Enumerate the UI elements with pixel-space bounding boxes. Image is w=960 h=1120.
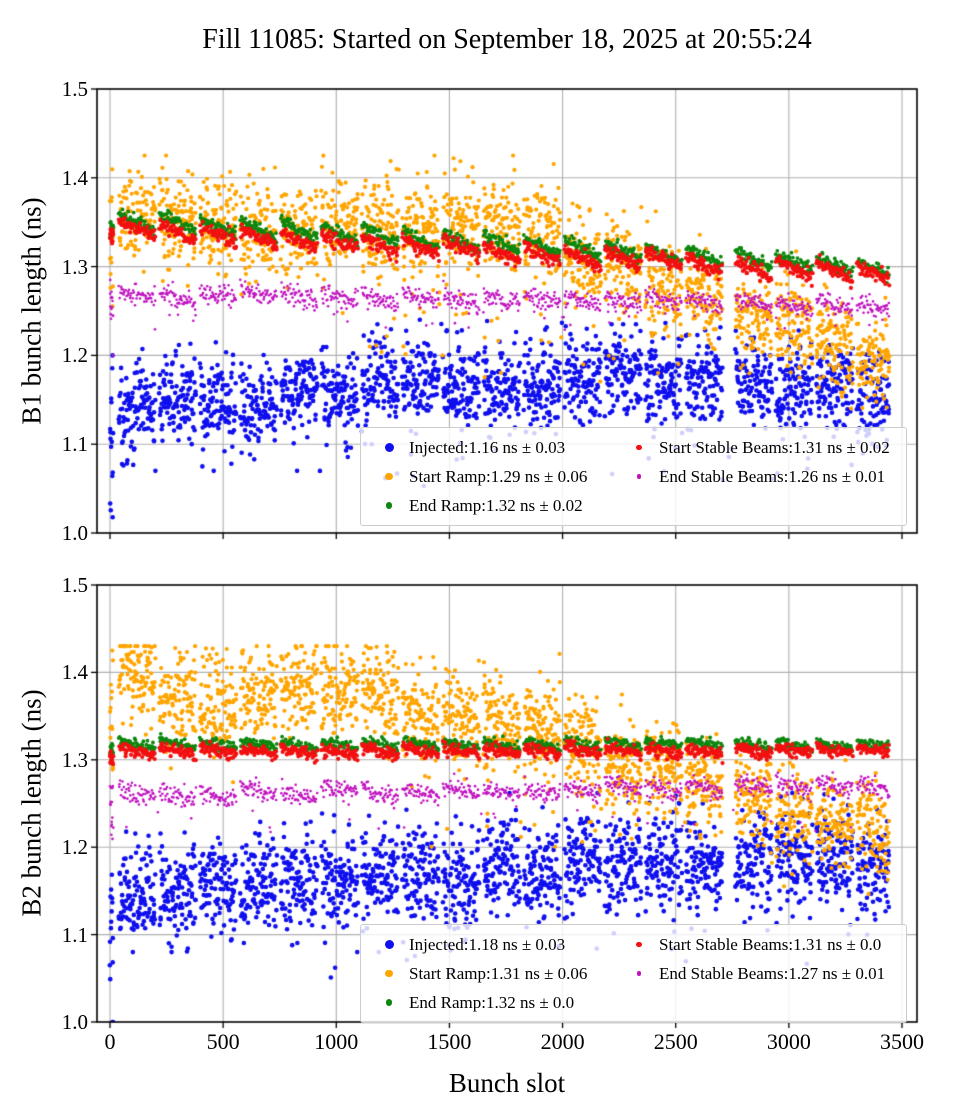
scatter-dot-icon bbox=[636, 941, 642, 948]
legend-label: Start Ramp:1.31 ns ± 0.06 bbox=[409, 963, 588, 983]
y-axis-label-b1: B1 bunch length (ns) bbox=[16, 197, 47, 425]
x-tick-label: 3000 bbox=[766, 1029, 811, 1054]
scatter-dot-icon bbox=[636, 971, 642, 976]
y-tick-label: 1.0 bbox=[61, 1010, 88, 1034]
legend-marker-icon bbox=[369, 502, 409, 509]
x-axis-label: Bunch slot bbox=[448, 1068, 566, 1098]
legend-column: Start Stable Beams:1.31 ns ± 0.02 End Sta… bbox=[619, 433, 890, 491]
legend-label: End Ramp:1.32 ns ± 0.02 bbox=[409, 495, 583, 515]
x-tick-label: 2000 bbox=[540, 1029, 585, 1054]
y-tick-label: 1.2 bbox=[61, 343, 88, 368]
legend-b1: Injected:1.16 ns ± 0.03 Start Ramp:1.29 n… bbox=[360, 427, 907, 526]
y-tick-label: 1.5 bbox=[61, 77, 88, 101]
legend-row: Start Ramp:1.29 ns ± 0.06 bbox=[369, 462, 587, 491]
legend-label: Start Stable Beams:1.31 ns ± 0.0 bbox=[659, 934, 882, 954]
y-tick-label: 1.3 bbox=[61, 254, 88, 279]
scatter-dot-icon bbox=[384, 443, 394, 452]
scatter-dot-icon bbox=[384, 940, 394, 949]
legend-b2: Injected:1.18 ns ± 0.03 Start Ramp:1.31 n… bbox=[360, 924, 907, 1023]
y-tick-label: 1.1 bbox=[61, 432, 88, 457]
legend-label: Start Ramp:1.29 ns ± 0.06 bbox=[409, 466, 588, 486]
legend-marker-icon bbox=[619, 941, 659, 948]
legend-marker-icon bbox=[619, 474, 659, 479]
scatter-dot-icon bbox=[385, 969, 393, 978]
legend-row: End Ramp:1.32 ns ± 0.02 bbox=[369, 491, 587, 520]
legend-label: Start Stable Beams:1.31 ns ± 0.02 bbox=[659, 437, 890, 457]
legend-marker-icon bbox=[619, 971, 659, 976]
legend-marker-icon bbox=[619, 444, 659, 451]
legend-marker-icon bbox=[369, 969, 409, 978]
x-tick-label: 500 bbox=[206, 1029, 240, 1054]
legend-label: End Stable Beams:1.27 ns ± 0.01 bbox=[659, 963, 886, 983]
legend-row: Start Ramp:1.31 ns ± 0.06 bbox=[369, 959, 587, 988]
legend-label: End Ramp:1.32 ns ± 0.0 bbox=[409, 992, 575, 1012]
x-tick-label: 2500 bbox=[653, 1029, 698, 1054]
legend-row: End Stable Beams:1.26 ns ± 0.01 bbox=[619, 462, 890, 491]
scatter-dot-icon bbox=[636, 444, 642, 451]
legend-row: Start Stable Beams:1.31 ns ± 0.02 bbox=[619, 433, 890, 462]
legend-column: Start Stable Beams:1.31 ns ± 0.0 End Stab… bbox=[619, 930, 885, 988]
legend-column: Injected:1.16 ns ± 0.03 Start Ramp:1.29 n… bbox=[369, 433, 587, 520]
y-tick-label: 1.4 bbox=[61, 165, 88, 190]
legend-row: End Ramp:1.32 ns ± 0.0 bbox=[369, 988, 587, 1017]
y-tick-label: 1.1 bbox=[61, 922, 88, 947]
legend-column: Injected:1.18 ns ± 0.03 Start Ramp:1.31 n… bbox=[369, 930, 587, 1017]
legend-row: Injected:1.16 ns ± 0.03 bbox=[369, 433, 587, 462]
scatter-dot-icon bbox=[385, 472, 393, 481]
y-tick-label: 1.4 bbox=[61, 660, 88, 685]
y-tick-label: 1.5 bbox=[61, 573, 88, 597]
legend-marker-icon bbox=[369, 999, 409, 1006]
y-axis-label-b2: B2 bunch length (ns) bbox=[16, 689, 47, 917]
figure-title: Fill 11085: Started on September 18, 202… bbox=[202, 24, 812, 55]
scatter-dot-icon bbox=[385, 999, 393, 1006]
x-tick-label: 0 bbox=[104, 1029, 116, 1054]
legend-marker-icon bbox=[369, 940, 409, 949]
legend-row: End Stable Beams:1.27 ns ± 0.01 bbox=[619, 959, 885, 988]
x-tick-label: 1500 bbox=[427, 1029, 472, 1054]
scatter-dot-icon bbox=[636, 474, 642, 479]
legend-marker-icon bbox=[369, 472, 409, 481]
legend-marker-icon bbox=[369, 443, 409, 452]
legend-row: Start Stable Beams:1.31 ns ± 0.0 bbox=[619, 930, 885, 959]
y-tick-label: 1.3 bbox=[61, 747, 88, 772]
legend-row: Injected:1.18 ns ± 0.03 bbox=[369, 930, 587, 959]
y-tick-label: 1.0 bbox=[61, 521, 88, 545]
legend-label: Injected:1.16 ns ± 0.03 bbox=[409, 437, 566, 457]
legend-label: Injected:1.18 ns ± 0.03 bbox=[409, 934, 566, 954]
x-tick-label: 1000 bbox=[314, 1029, 359, 1054]
y-tick-label: 1.2 bbox=[61, 835, 88, 860]
scatter-dot-icon bbox=[385, 502, 393, 509]
legend-label: End Stable Beams:1.26 ns ± 0.01 bbox=[659, 466, 886, 486]
x-tick-label: 3500 bbox=[880, 1029, 924, 1054]
